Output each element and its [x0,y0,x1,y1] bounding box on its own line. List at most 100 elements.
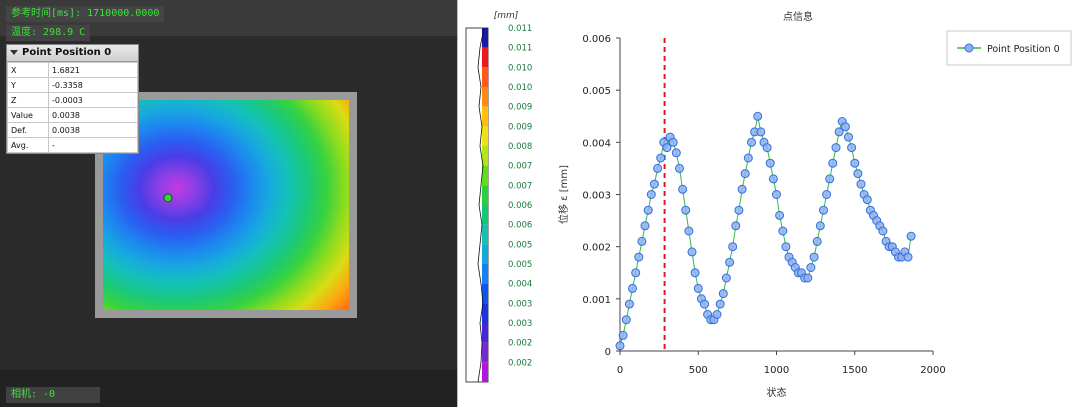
data-point [725,257,735,267]
data-point [822,190,832,199]
data-point [747,137,756,147]
scale-tick-label: 0.002 [508,339,532,349]
collapse-triangle-icon[interactable] [10,49,18,55]
camera-label: 相机: -0 [6,387,100,403]
scale-tick-label: 0.008 [508,142,532,152]
table-row: Avg. - [7,137,138,153]
row-value: - [48,137,138,153]
legend-box [946,30,1072,66]
row-key: Def. [7,122,49,138]
chart-svg: 点信息 0 0.001 0.002 0.003 0.004 0.005 0.006 0 500 10… [557,10,1072,399]
y-tick-label: 0.005 [582,86,611,97]
scale-swatch [482,342,488,363]
scale-swatch [482,185,488,205]
scale-histogram-line [477,27,485,383]
data-point [831,143,841,153]
scale-tick-label: 0.005 [508,260,532,270]
legend-marker [964,43,974,53]
data-point [615,341,625,351]
x-tick-label: 1500 [842,365,867,376]
data-point [693,283,703,293]
scale-tick-label: 0.009 [508,122,532,132]
data-point [684,226,694,236]
scale-unit-label: [mm] [494,11,519,21]
data-point [853,169,863,179]
data-point [634,252,644,262]
data-point [756,127,766,137]
point-info-chart: 点信息 0 0.001 0.002 0.003 0.004 0.005 0.006 0 500 10… [543,0,1080,407]
data-point [878,226,888,236]
scale-swatch [482,28,488,48]
scale-swatch [482,303,488,323]
data-point [775,210,785,220]
scale-tick-label: 0.011 [508,44,532,54]
data-point [656,153,666,163]
scale-swatch [482,362,488,382]
point-position-panel[interactable]: Point Position 0 X 1.6821 Y -0.3358 Z -0.00… [6,44,139,154]
scale-swatch [482,106,488,127]
data-point [671,148,681,158]
data-point [700,299,709,309]
data-point [844,132,853,142]
data-point [819,205,828,215]
point-panel-title: Point Position 0 [22,47,112,58]
scale-swatch [482,224,488,245]
row-value: -0.3358 [48,77,138,93]
scale-tick-label: 0.006 [508,201,532,211]
scale-swatch [482,47,488,68]
table-row: Value 0.0038 [7,107,138,123]
data-point [728,242,738,252]
row-value: 0.0038 [48,107,138,123]
x-tick-label: 500 [689,365,708,376]
data-point [734,205,744,215]
y-tick-label: 0.002 [582,243,611,254]
data-point [621,315,631,325]
scale-tick-label: 0.003 [508,319,532,329]
data-point [624,299,634,309]
data-point [812,236,822,246]
row-value: 1.6821 [48,62,138,78]
data-point [731,221,741,231]
color-scale-svg: [mm] 0.011 0.011 0.010 0.010 0.009 0.009 0.008 0… [465,11,532,383]
data-point [806,263,816,272]
scale-swatch [482,87,488,107]
x-tick-label: 2000 [920,365,945,376]
data-point [712,310,722,319]
y-tick-label: 0 [605,347,611,358]
row-key: Avg. [7,137,49,153]
data-point [765,158,775,168]
data-point [753,111,763,121]
scale-swatch [482,126,488,146]
data-point [740,169,750,179]
camera-viewer[interactable]: 参考时间[ms]: 1710000.0000 温度: 298.9 C Point… [0,0,457,407]
table-row: Def. 0.0038 [7,122,138,138]
data-point [772,190,781,199]
data-point [778,226,788,236]
table-row: Y -0.3358 [7,77,138,93]
data-point [718,289,728,299]
row-key: Y [7,77,49,93]
data-point [618,330,628,340]
scale-tick-label: 0.005 [508,240,532,250]
data-point [628,283,637,293]
data-point [825,174,835,184]
point-position-marker[interactable] [163,193,173,203]
scale-swatch [482,283,488,304]
scale-tick-label: 0.009 [508,103,532,113]
x-tick-label: 0 [617,365,623,376]
data-point [840,122,850,132]
scale-swatch [482,146,488,166]
data-point [687,247,697,257]
data-point [850,158,860,168]
scale-tick-label: 0.003 [508,299,532,309]
row-value: -0.0003 [48,92,138,108]
scale-tick-label: 0.007 [508,181,532,191]
scale-swatch [482,67,488,87]
data-point [631,268,641,278]
point-panel-header[interactable]: Point Position 0 [7,45,138,62]
y-axis-label: 位移 ε [mm] [557,165,570,224]
chart-title: 点信息 [783,10,813,23]
row-key: Value [7,107,49,123]
scale-swatch [482,205,488,225]
legend-label: Point Position 0 [987,44,1060,55]
